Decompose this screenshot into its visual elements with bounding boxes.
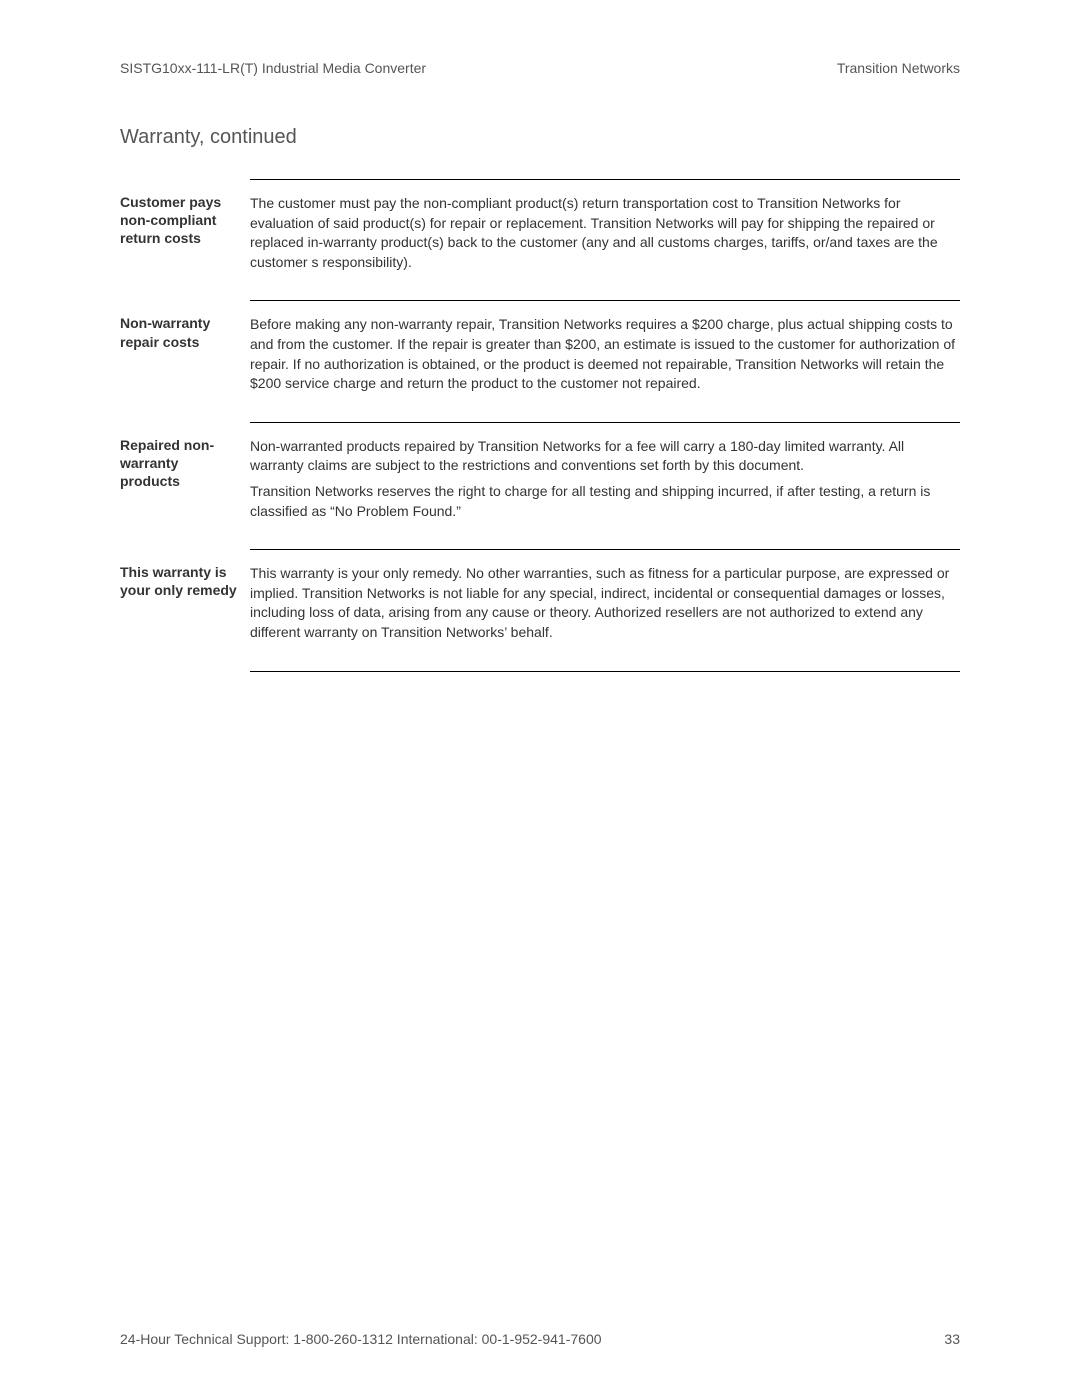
row-paragraph: Non-warranted products repaired by Trans… <box>250 437 960 476</box>
row-paragraph: Before making any non-warranty repair, T… <box>250 315 960 393</box>
page-number: 33 <box>944 1331 960 1347</box>
page-footer: 24-Hour Technical Support: 1-800-260-131… <box>120 1331 960 1347</box>
warranty-row: Non-warranty repair costs Before making … <box>120 300 960 421</box>
header-right: Transition Networks <box>837 60 960 76</box>
final-rule <box>250 671 960 672</box>
section-title: Warranty, continued <box>120 126 960 149</box>
footer-left: 24-Hour Technical Support: 1-800-260-131… <box>120 1331 602 1347</box>
row-label: Repaired non-warranty products <box>120 436 240 491</box>
header-left: SISTG10xx-111-LR(T) Industrial Media Con… <box>120 60 426 76</box>
warranty-content: Customer pays non-compliant return costs… <box>120 179 960 672</box>
row-label: Customer pays non-compliant return costs <box>120 193 240 248</box>
page-header: SISTG10xx-111-LR(T) Industrial Media Con… <box>120 60 960 76</box>
row-paragraph: The customer must pay the non-compliant … <box>250 194 960 272</box>
warranty-row: Repaired non-warranty products Non-warra… <box>120 422 960 549</box>
warranty-row: This warranty is your only remedy This w… <box>120 549 960 670</box>
row-paragraph: This warranty is your only remedy. No ot… <box>250 564 960 642</box>
warranty-row: Customer pays non-compliant return costs… <box>120 179 960 300</box>
row-label: This warranty is your only remedy <box>120 563 240 599</box>
row-paragraph: Transition Networks reserves the right t… <box>250 482 960 521</box>
row-label: Non-warranty repair costs <box>120 314 240 350</box>
